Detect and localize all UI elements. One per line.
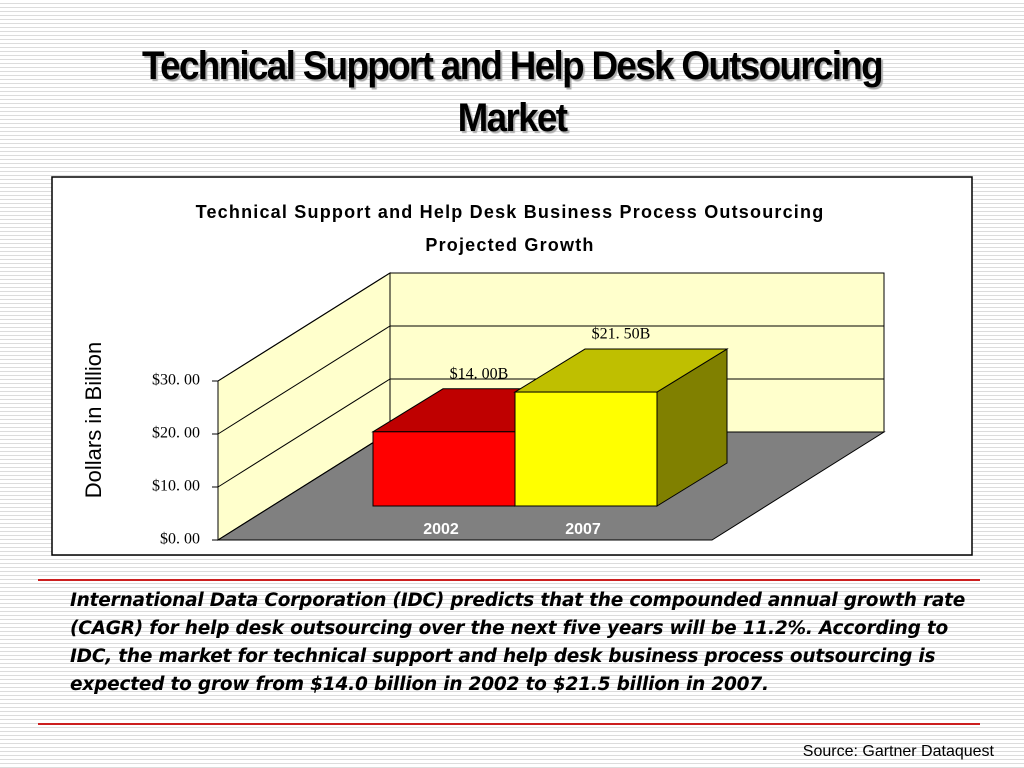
source: Source: Gartner Dataquest (802, 743, 994, 760)
data-label: $21. 50B (592, 326, 651, 343)
bar (372, 431, 516, 507)
data-label: $14. 00B (450, 365, 509, 382)
chart-title: Technical Support and Help Desk Business… (195, 202, 825, 255)
rule (38, 579, 980, 581)
grid-line (217, 272, 884, 382)
rule (38, 723, 980, 725)
x-tick-label: 2002 (423, 521, 459, 538)
y-tick-label: $10. 00 (152, 478, 200, 495)
y-tick-label: $20. 00 (152, 425, 200, 442)
body-text: International Data Corporation (IDC) pre… (70, 590, 966, 695)
y-axis-label: Dollars in Billion (81, 342, 106, 499)
grid-line (217, 325, 884, 435)
y-tick-label: $0. 00 (160, 531, 200, 548)
bar (514, 391, 658, 507)
y-tick-label: $30. 00 (152, 372, 200, 389)
x-tick-label: 2007 (565, 521, 601, 538)
slide-title: Technical Support and Help Desk Outsourc… (142, 44, 884, 140)
